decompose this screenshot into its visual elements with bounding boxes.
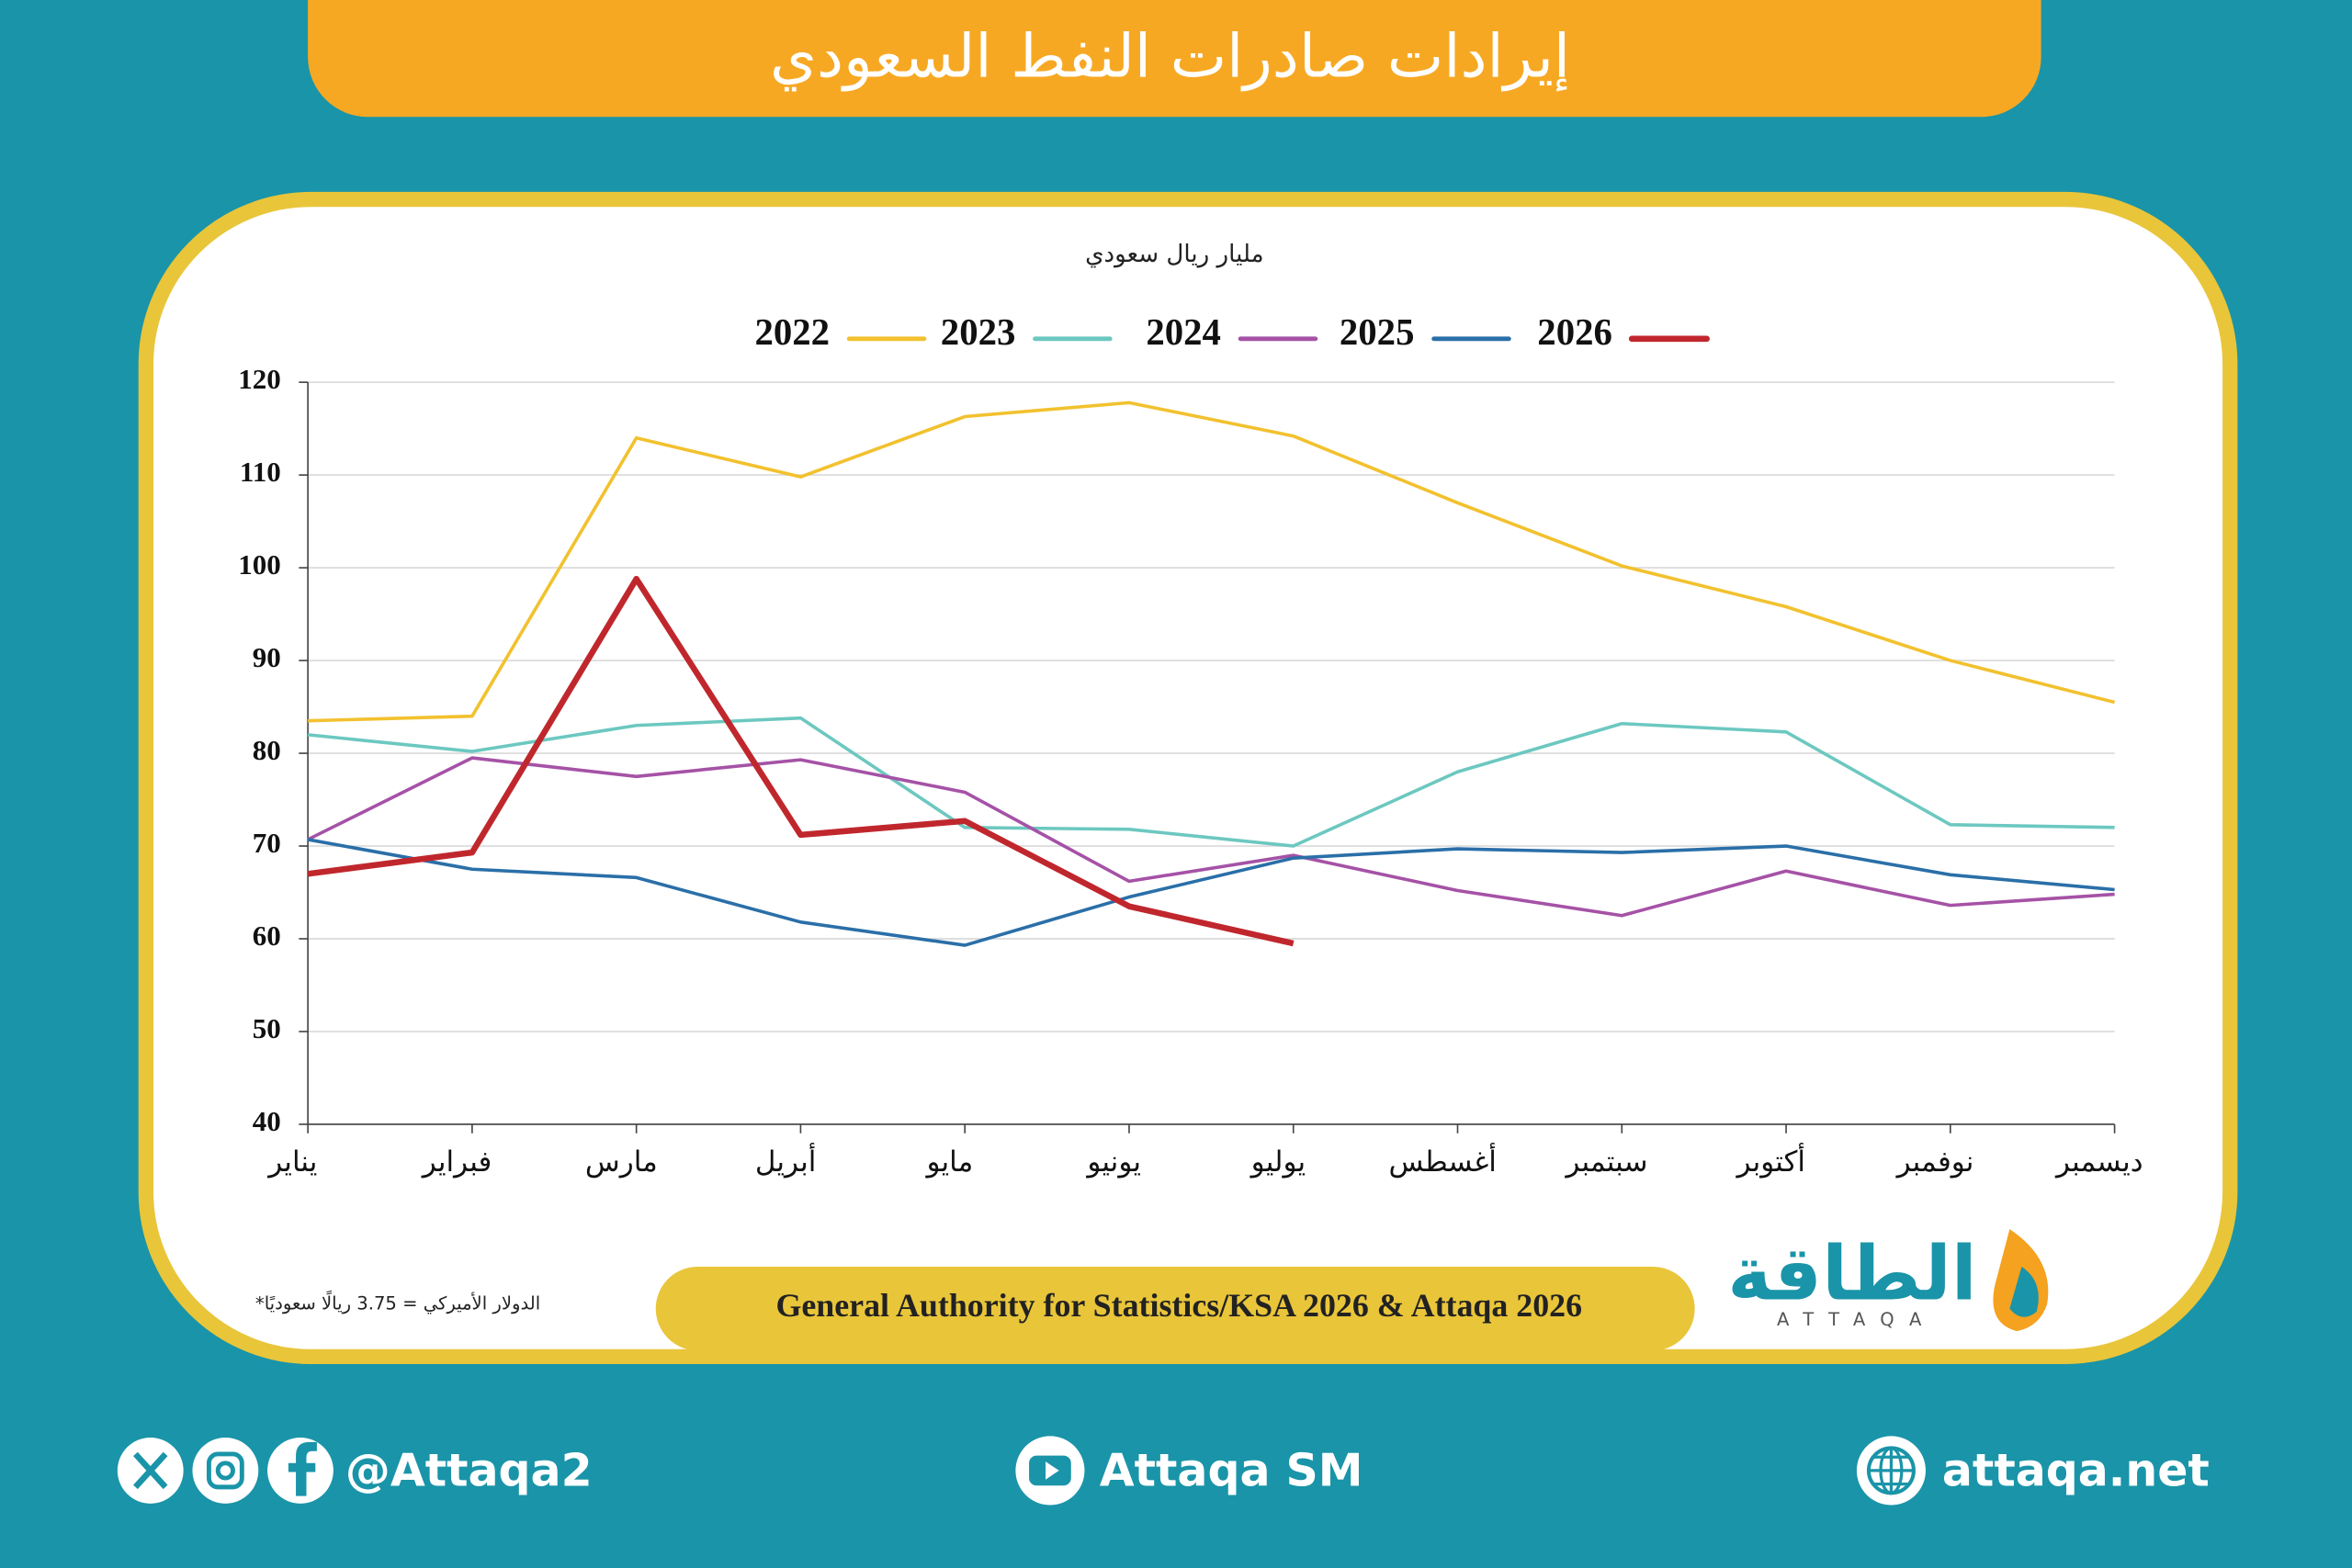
title-banner — [308, 0, 2041, 118]
series-line — [307, 838, 2115, 947]
series-line — [308, 400, 2116, 723]
legend-label: 2026 — [1537, 311, 1612, 353]
website: attaqa.net — [1942, 1445, 2210, 1497]
logo-latin: ATTAQA — [1777, 1309, 1937, 1330]
logo-text: الطاقة — [1727, 1230, 1977, 1317]
y-tick-label: 60 — [253, 919, 281, 952]
y-tick-label: 100 — [238, 548, 281, 581]
y-tick-label: 120 — [238, 363, 281, 395]
legend-label: 2025 — [1340, 311, 1415, 353]
x-tick-label: يونيو — [1085, 1145, 1141, 1179]
y-tick-label: 70 — [253, 827, 281, 859]
y-axis-unit: مليار ريال سعودي — [1085, 241, 1264, 268]
y-tick-label: 110 — [240, 456, 281, 488]
x-tick-label: يوليو — [1250, 1145, 1306, 1179]
x-glyph — [133, 1451, 168, 1490]
legend-label: 2024 — [1146, 311, 1221, 353]
youtube-play — [1046, 1461, 1059, 1480]
x-tick-label: نوفمبر — [1895, 1145, 1974, 1179]
x-tick-label: أبريل — [755, 1143, 816, 1179]
logo-drop-inner — [2009, 1266, 2039, 1317]
source-pill — [655, 1266, 1695, 1351]
plot: 40 50 60 70 80 90 100 110 120 يناير فبراير مارس أبري… — [238, 311, 2143, 1179]
x-tick-label: مايو — [925, 1145, 974, 1179]
globe-meridian — [1879, 1446, 1904, 1495]
y-tick-label: 40 — [253, 1105, 281, 1137]
facebook-glyph — [288, 1441, 317, 1496]
instagram-glyph — [206, 1451, 244, 1490]
x-tick-label: فبراير — [421, 1145, 492, 1179]
source: General Authority for Statistics/KSA 202… — [775, 1287, 1582, 1324]
chart-panel — [138, 191, 2238, 1365]
y-tick-label: 90 — [253, 641, 281, 673]
footer: @Attaqa2 Attaqa SM attaqa.net — [117, 1436, 2210, 1506]
series-line — [307, 716, 2115, 848]
instagram-icon — [192, 1438, 259, 1504]
x-tick-label: يناير — [266, 1145, 317, 1179]
y-tick-label: 50 — [253, 1012, 281, 1044]
social-handle: @Attaqa2 — [345, 1445, 593, 1497]
globe-lines — [1868, 1448, 1914, 1494]
logo: الطاقة ATTAQA — [1727, 1229, 2049, 1332]
youtube-handle: Attaqa SM — [1100, 1445, 1363, 1497]
x-tick-label: أغسطس — [1388, 1143, 1496, 1179]
series-line — [307, 575, 1295, 947]
instagram-lens — [215, 1461, 235, 1481]
x-tick-label: سبتمبر — [1564, 1145, 1647, 1179]
x-tick-label: ديسمبر — [2054, 1145, 2143, 1179]
legend-label: 2022 — [754, 311, 830, 353]
x-tick-label: مارس — [585, 1145, 658, 1179]
x-tick-label: أكتوبر — [1735, 1143, 1804, 1179]
y-tick-label: 80 — [253, 734, 281, 766]
series-line — [307, 756, 2115, 918]
note: *الدولار الأميركي = 3.75 ريالًا سعوديًا — [255, 1290, 540, 1314]
title: إيرادات صادرات النفط السعودي — [770, 21, 1570, 92]
legend-label: 2023 — [941, 311, 1016, 353]
